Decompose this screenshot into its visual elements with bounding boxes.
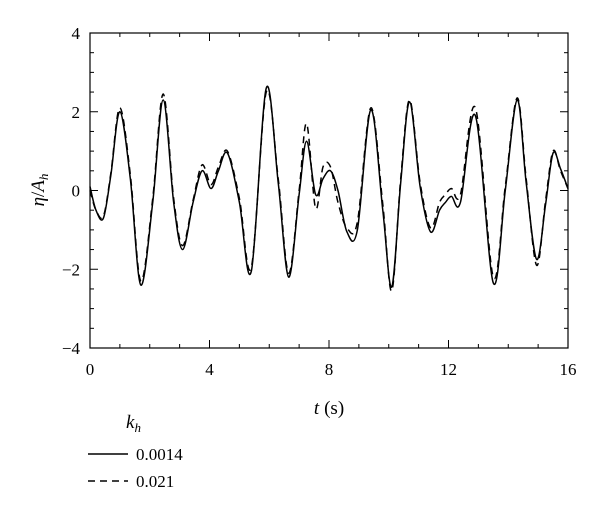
legend: kh 0.0014 0.021 — [88, 412, 183, 491]
y-axis-label-slash: / — [28, 191, 49, 197]
x-tick-label: 16 — [560, 360, 577, 379]
legend-title-sub: h — [134, 420, 141, 435]
y-tick-label: 2 — [72, 103, 81, 122]
legend-label-dashed: 0.021 — [136, 472, 174, 491]
x-tick-label: 12 — [440, 360, 457, 379]
y-tick-label: −2 — [62, 260, 80, 279]
series-line-dashed — [89, 89, 569, 292]
x-axis-label-unit: (s) — [324, 398, 344, 419]
plot-frame — [89, 32, 569, 349]
axis-ticks — [89, 32, 569, 349]
x-tick-label: 4 — [205, 360, 214, 379]
x-tick-label: 8 — [325, 360, 334, 379]
axis-tick-labels: 0 4 8 12 16 −4 −2 0 2 4 — [62, 24, 577, 379]
y-tick-label: 0 — [72, 182, 81, 201]
series-line-solid — [89, 85, 569, 288]
x-axis-label: t (s) — [314, 398, 344, 419]
legend-title-var: k — [126, 412, 135, 433]
series-layer — [89, 85, 569, 292]
y-axis-label-sub: h — [36, 174, 51, 181]
x-tick-label: 0 — [86, 360, 95, 379]
x-axis-label-var: t — [314, 398, 320, 419]
y-axis-label-eta: η — [28, 197, 49, 206]
legend-label-solid: 0.0014 — [136, 445, 183, 464]
y-axis-label: η/Ah — [28, 174, 51, 207]
y-tick-label: 4 — [72, 24, 81, 43]
y-tick-label: −4 — [62, 339, 81, 358]
y-axis-label-a: A — [28, 180, 49, 194]
legend-title: kh — [126, 412, 141, 435]
